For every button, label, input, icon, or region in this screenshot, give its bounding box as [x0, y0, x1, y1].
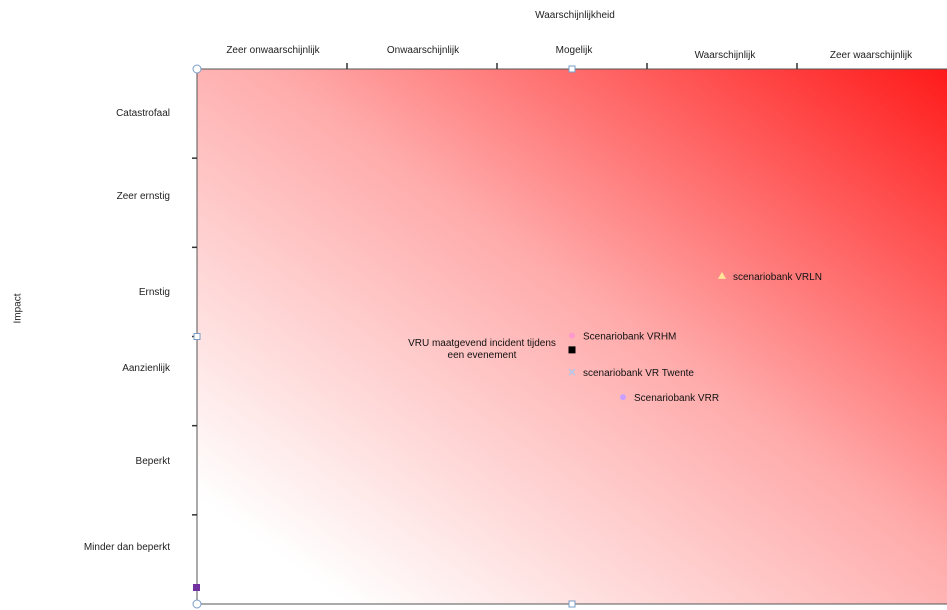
y-category-label: Catastrofaal — [116, 108, 170, 119]
corner-handle[interactable] — [192, 599, 202, 609]
y-category-label: Beperkt — [135, 456, 170, 467]
y-category-label: Aanzienlijk — [122, 363, 170, 374]
x-category-label: Onwaarschijnlijk — [386, 45, 460, 56]
y-category-label: Ernstig — [138, 287, 170, 298]
x-category-label: Zeer onwaarschijnlijk — [226, 45, 320, 56]
x-category-label: Mogelijk — [555, 45, 593, 56]
data-point-label: VRU maatgevend incident tijdens een evene… — [408, 338, 556, 361]
data-point-label: scenariobank VR Twente — [583, 368, 694, 379]
resize-handle[interactable] — [568, 65, 576, 73]
data-point-marker — [620, 394, 626, 401]
data-point-marker — [569, 332, 575, 339]
x-category-label: Zeer waarschijnlijk — [829, 50, 913, 61]
data-point-label: scenariobank VRLN — [733, 272, 822, 283]
data-point-label: Scenariobank VRHM — [583, 332, 676, 343]
y-category-label: Zeer ernstig — [116, 191, 170, 202]
resize-handle[interactable] — [193, 333, 201, 340]
data-point-label: Scenariobank VRR — [634, 393, 719, 404]
x-axis-title: Waarschijnlijkheid — [535, 10, 615, 21]
corner-handle[interactable] — [192, 64, 202, 74]
x-category-label: Waarschijnlijk — [694, 50, 756, 61]
axis-marker — [193, 584, 200, 591]
data-point-marker — [718, 271, 726, 279]
y-category-label: Minder dan beperkt — [83, 542, 170, 553]
data-point-marker — [568, 368, 576, 376]
data-point-marker — [568, 346, 576, 354]
resize-handle[interactable] — [568, 600, 576, 608]
